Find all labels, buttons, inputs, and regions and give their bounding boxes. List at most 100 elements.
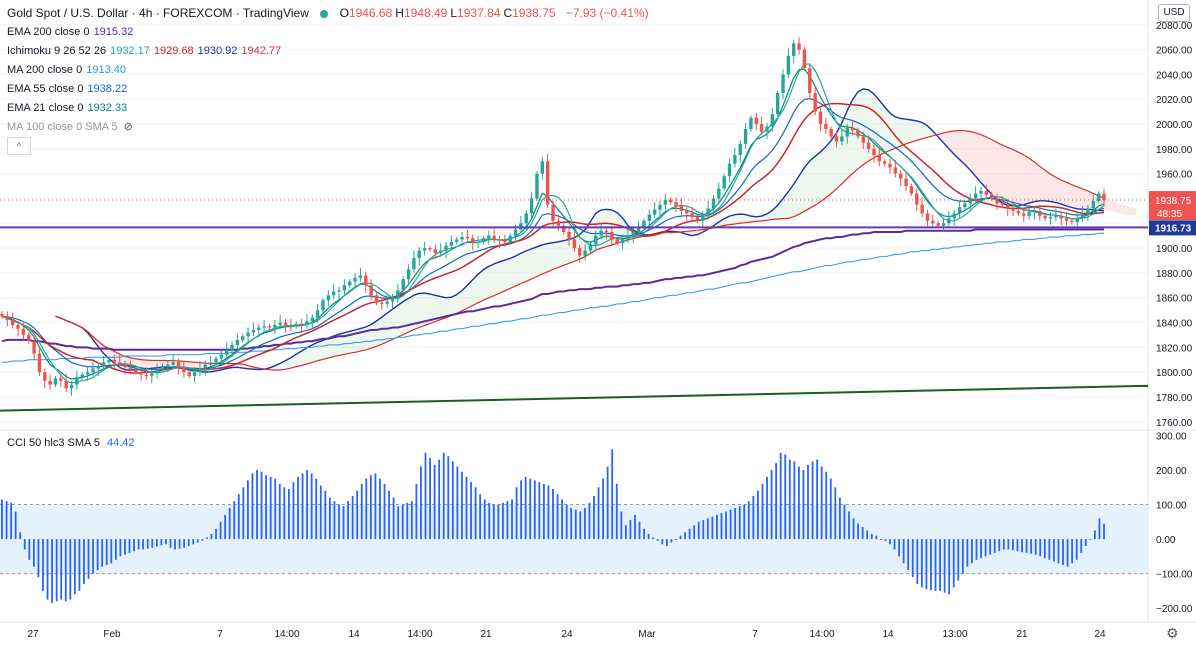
candle-body [1070, 220, 1074, 223]
candle-body [610, 231, 614, 240]
candle-body [476, 241, 480, 244]
cci-bar [169, 539, 172, 548]
candle-body [578, 248, 582, 256]
cloud-segment [157, 360, 163, 368]
cci-bar [752, 495, 755, 540]
cci-bar [87, 539, 90, 579]
cci-bar [429, 457, 431, 540]
candle-body [85, 372, 90, 375]
cci-bar [1098, 518, 1101, 540]
candle-body [759, 124, 764, 132]
candle-body [802, 49, 807, 69]
indicator-legend-row[interactable]: MA 100 close 0 SMA 5 ⊘ [7, 118, 133, 137]
indicator-legend-row[interactable]: MA 200 close 0 1913.40 [7, 61, 126, 80]
cci-bar [570, 508, 573, 540]
time-tick-label: 14:00 [274, 629, 299, 640]
collapse-legend-button[interactable]: ^ [7, 137, 31, 155]
candle-body [829, 129, 833, 137]
cloud-segment [986, 136, 992, 195]
candle-body [861, 136, 865, 143]
cci-bar [624, 525, 627, 540]
cci-bar [224, 514, 227, 540]
cci-bar [852, 518, 855, 540]
candle-body [198, 368, 202, 373]
currency-button[interactable]: USD [1158, 4, 1190, 22]
cci-bar [392, 497, 395, 540]
cci-bar [369, 475, 372, 540]
ohlc-h: H1948.49 [395, 6, 448, 20]
cci-bar [811, 461, 814, 540]
candle-body [438, 250, 443, 254]
price-tick-label: 1780.00 [1156, 393, 1193, 404]
cci-bar [716, 514, 718, 540]
eye-crossed-icon[interactable]: ⊘ [123, 121, 133, 133]
indicator-legend-row[interactable]: EMA 200 close 0 1915.32 [7, 23, 133, 42]
ohlc-values: O1946.68 H1948.49 L1937.84 C1938.75 [340, 6, 559, 20]
cci-bar [242, 487, 245, 540]
candle-body [171, 362, 175, 365]
cci-bar [679, 535, 682, 540]
candle-body [668, 199, 673, 203]
cci-legend[interactable]: CCI 50 hlc3 SMA 5 44.42 [7, 437, 135, 449]
cloud-segment [959, 130, 965, 165]
cci-bar [1039, 539, 1042, 557]
cloud-segment [1034, 162, 1040, 202]
candle-body [583, 250, 587, 256]
cloud-segment [825, 140, 832, 198]
candle-body [27, 334, 31, 342]
cloud-segment [1125, 205, 1131, 216]
candle-body [144, 374, 149, 376]
cci-bar [848, 511, 850, 540]
candle-body [1086, 208, 1090, 214]
cci-bar [483, 499, 486, 540]
candle-body [882, 161, 887, 164]
cci-bar [187, 539, 190, 546]
cci-bar [401, 504, 404, 540]
cci-bar [834, 487, 837, 540]
hline-price-label: 1916.73 [1155, 223, 1192, 234]
cci-bar [884, 539, 887, 541]
price-tick-label: 2020.00 [1156, 95, 1193, 106]
candle-body [283, 322, 288, 326]
cci-bar [292, 482, 295, 540]
cci-bar [19, 532, 22, 540]
settings-gear-icon[interactable]: ⚙ [1166, 625, 1179, 641]
cci-bar [757, 490, 759, 540]
cloud-segment [906, 119, 912, 144]
candle-body [310, 317, 314, 322]
candle-body [717, 188, 721, 199]
cloud-segment [146, 360, 152, 369]
indicator-legend-row[interactable]: EMA 21 close 0 1932.33 [7, 99, 127, 118]
candle-body [433, 249, 438, 254]
candle-body [134, 369, 138, 373]
candle-body [422, 248, 427, 251]
cloud-segment [1002, 145, 1008, 206]
candle-body [369, 285, 373, 296]
indicator-legend-row[interactable]: Ichimoku 9 26 52 26 1932.17 1929.68 1930.92… [7, 42, 281, 61]
candle-body [931, 220, 935, 224]
candle-body [80, 374, 84, 378]
cci-bar [1043, 539, 1046, 559]
symbol-title[interactable]: Gold Spot / U.S. Dollar · 4h · FOREXCOM … [7, 6, 309, 20]
last-price-label: 1938.75 [1155, 196, 1192, 207]
candle-body [487, 235, 491, 239]
cci-bar [23, 539, 26, 550]
indicator-legend-row[interactable]: EMA 55 close 0 1938.22 [7, 80, 127, 99]
cci-bar [542, 483, 545, 540]
symbol-legend-row: Gold Spot / U.S. Dollar · 4h · FOREXCOM … [7, 4, 649, 23]
kijun-line [1, 102, 1105, 374]
cci-bar [201, 539, 204, 541]
cci-bar [470, 482, 472, 540]
candle-body [813, 93, 817, 112]
candle-body [1080, 213, 1085, 219]
cloud-segment [975, 132, 981, 183]
cci-bar [438, 459, 441, 540]
trend-line [0, 384, 1149, 412]
candle-body [679, 205, 684, 211]
cci-bar [14, 511, 17, 540]
candle-body [192, 372, 197, 376]
cci-bar [32, 539, 35, 567]
cloud-segment [306, 344, 313, 365]
cci-bar [347, 501, 349, 540]
